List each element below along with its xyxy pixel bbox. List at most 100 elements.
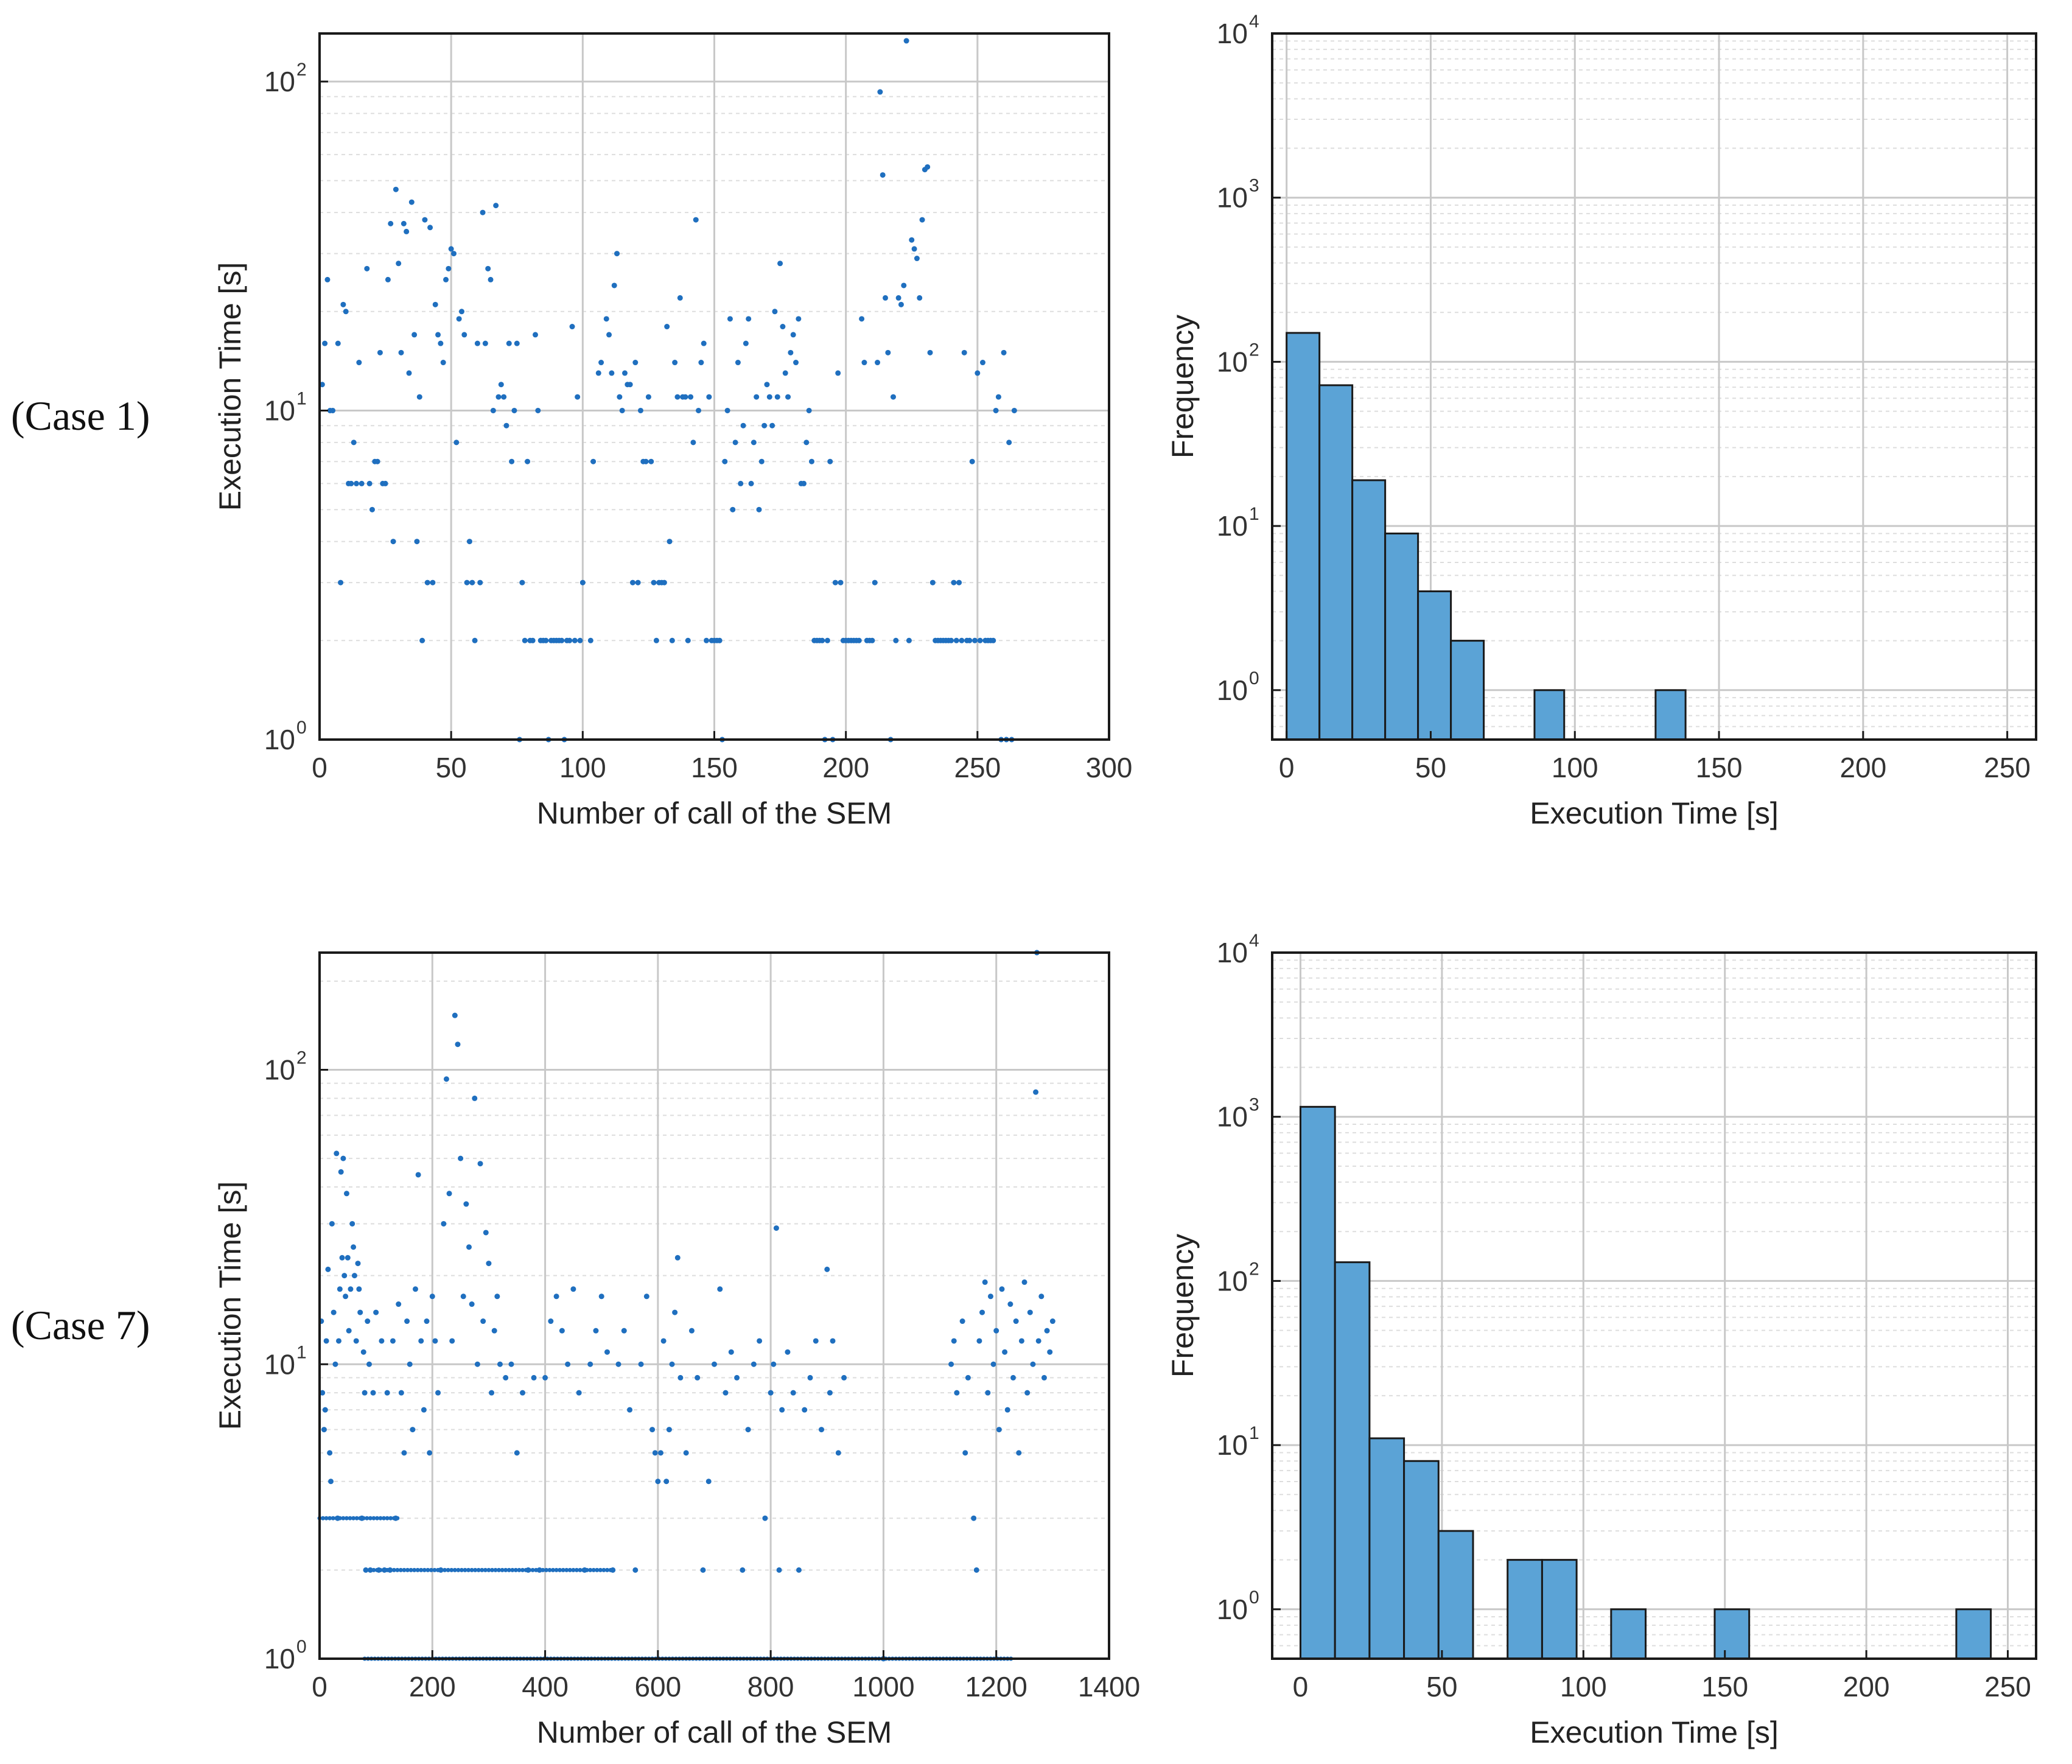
data-point <box>530 637 536 643</box>
data-point <box>422 1567 427 1572</box>
data-point <box>331 1309 337 1315</box>
data-point <box>510 1567 515 1572</box>
data-point <box>376 1567 382 1573</box>
data-point <box>610 1567 616 1573</box>
data-point <box>324 1516 329 1521</box>
data-point <box>421 1407 427 1413</box>
data-point <box>660 1338 667 1344</box>
data-point <box>374 458 380 464</box>
data-point <box>348 480 354 486</box>
x-tick-label: 50 <box>1415 752 1446 783</box>
data-point <box>415 1172 421 1178</box>
data-point <box>740 422 746 429</box>
data-point <box>558 1567 562 1572</box>
x-tick-label: 0 <box>1293 1671 1309 1703</box>
data-point <box>553 1293 559 1300</box>
data-point <box>547 1567 552 1572</box>
data-point <box>480 209 486 215</box>
data-point <box>348 1516 352 1521</box>
data-point <box>453 439 460 446</box>
data-point <box>351 1516 356 1521</box>
data-point <box>700 1567 706 1573</box>
data-point <box>517 1567 522 1572</box>
data-point <box>948 1361 954 1367</box>
case-7-label: (Case 7) <box>11 1302 150 1348</box>
data-point <box>1002 1349 1008 1355</box>
data-point <box>452 1012 458 1018</box>
data-point <box>674 1255 681 1261</box>
data-point <box>909 237 915 243</box>
data-point <box>688 1328 695 1334</box>
histogram-bar <box>1610 1608 1647 1660</box>
data-point <box>572 637 578 643</box>
data-point <box>999 1286 1005 1292</box>
data-point <box>338 579 344 586</box>
data-point <box>651 579 657 586</box>
data-point <box>758 458 765 464</box>
data-point <box>349 1220 355 1227</box>
data-point <box>441 1220 447 1227</box>
data-point <box>522 637 528 643</box>
data-point <box>819 1427 825 1433</box>
data-point <box>591 1567 596 1572</box>
data-point <box>348 1286 354 1292</box>
data-point <box>463 1201 469 1207</box>
y-axis-label: Execution Time [s] <box>213 262 247 511</box>
data-point <box>404 228 410 234</box>
data-point <box>365 1516 369 1521</box>
data-point <box>535 407 541 413</box>
data-point <box>466 539 472 545</box>
data-point <box>514 1450 520 1456</box>
data-point <box>497 1567 502 1572</box>
y-tick-exponent: 3 <box>1249 1095 1259 1115</box>
histogram-bars <box>1299 1105 1992 1660</box>
data-point <box>531 1374 537 1381</box>
data-point <box>948 637 954 643</box>
histogram-bar <box>1384 532 1419 741</box>
data-point <box>609 370 615 376</box>
data-point <box>359 1515 365 1521</box>
data-point <box>976 1338 982 1344</box>
data-point <box>362 1390 368 1396</box>
data-point <box>961 349 967 355</box>
data-point <box>443 276 449 282</box>
data-point <box>771 1361 777 1367</box>
data-point <box>813 1338 819 1344</box>
y-tick-label: 10 <box>1217 1101 1248 1133</box>
data-point <box>877 89 883 95</box>
data-point <box>632 360 639 366</box>
data-point <box>824 1266 830 1272</box>
data-point <box>598 360 604 366</box>
data-point <box>567 1567 572 1572</box>
data-point <box>569 324 575 330</box>
data-point <box>898 301 904 307</box>
data-point <box>649 1427 656 1433</box>
data-point <box>422 217 428 223</box>
data-point <box>993 1328 999 1334</box>
data-point <box>343 1191 349 1197</box>
x-tick-label: 800 <box>747 1671 794 1703</box>
data-point <box>407 1361 413 1367</box>
data-point <box>575 394 581 400</box>
data-point <box>653 637 659 643</box>
data-point <box>565 1361 571 1367</box>
y-tick-label: 10 <box>264 1348 295 1380</box>
data-point <box>419 1567 424 1572</box>
data-point <box>1030 1361 1036 1367</box>
data-point <box>764 382 770 388</box>
data-point <box>827 458 833 464</box>
x-tick-label: 100 <box>1552 752 1598 783</box>
histogram-bar <box>1351 479 1387 741</box>
data-point <box>513 1567 518 1572</box>
data-point <box>320 1390 326 1396</box>
data-point <box>1035 1338 1041 1344</box>
data-point <box>965 1374 971 1381</box>
data-point <box>446 1191 452 1197</box>
data-point <box>603 316 609 322</box>
data-point <box>367 1567 373 1573</box>
data-point <box>338 1169 344 1175</box>
data-point <box>743 340 749 346</box>
axes-frame <box>318 951 1110 1660</box>
